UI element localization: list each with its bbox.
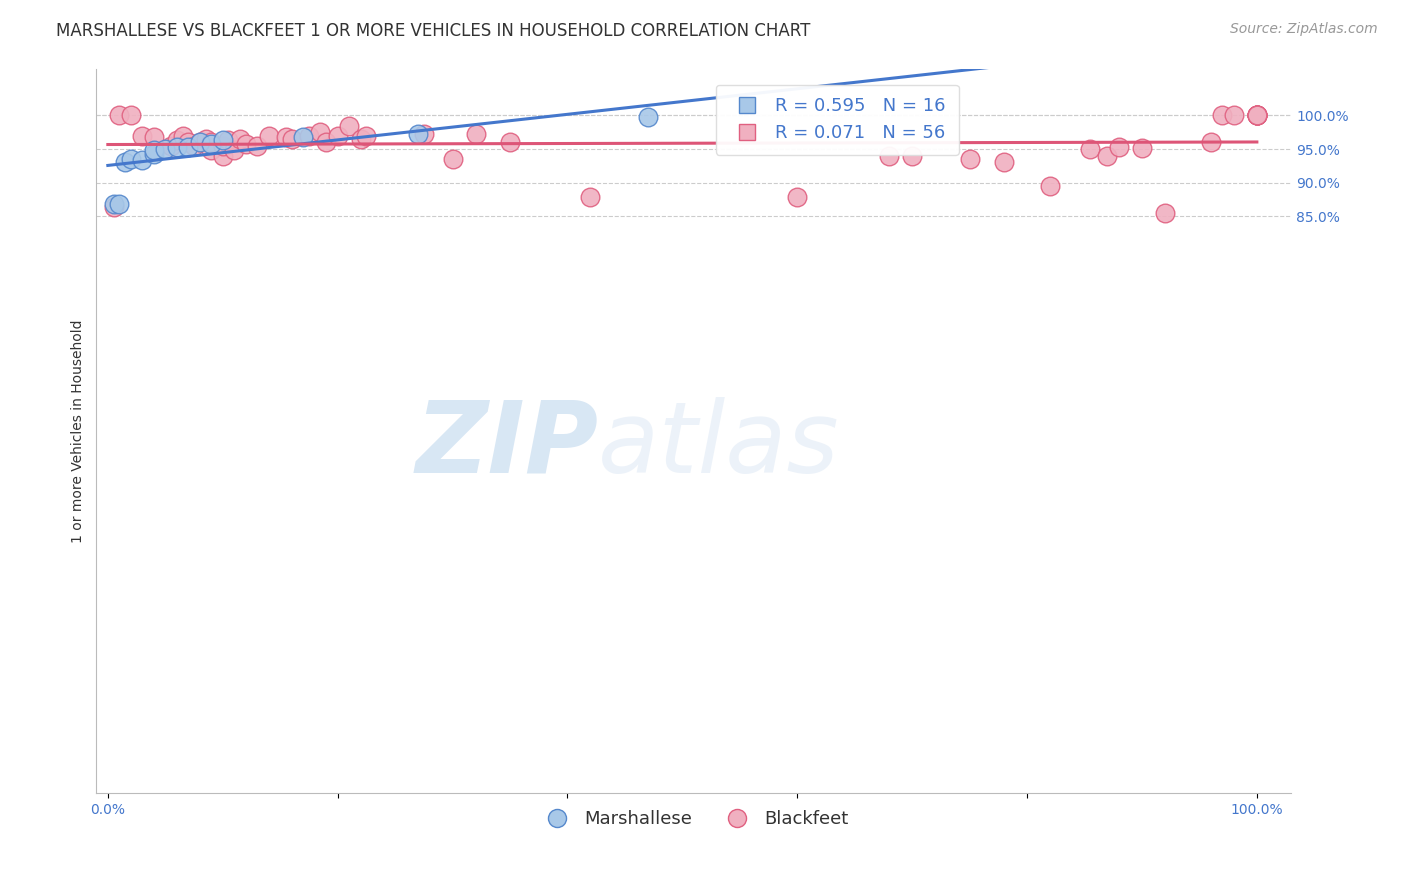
Point xyxy=(280,132,302,146)
Point xyxy=(1078,142,1101,156)
Point xyxy=(211,138,233,153)
Point xyxy=(108,197,131,211)
Point xyxy=(142,147,165,161)
Point xyxy=(637,110,659,124)
Point xyxy=(1223,108,1246,122)
Point xyxy=(211,133,233,147)
Point xyxy=(120,152,142,166)
Point xyxy=(177,136,200,150)
Point xyxy=(1199,136,1222,150)
Point xyxy=(298,128,321,143)
Point xyxy=(877,149,900,163)
Text: atlas: atlas xyxy=(598,397,839,494)
Point xyxy=(183,138,205,153)
Y-axis label: 1 or more Vehicles in Household: 1 or more Vehicles in Household xyxy=(72,319,86,542)
Point xyxy=(786,190,808,204)
Point xyxy=(114,155,136,169)
Point xyxy=(172,128,194,143)
Point xyxy=(1130,141,1153,155)
Point xyxy=(246,138,269,153)
Point xyxy=(1246,108,1268,122)
Point xyxy=(235,136,257,151)
Point xyxy=(1246,108,1268,122)
Point xyxy=(200,144,222,158)
Point xyxy=(108,108,131,122)
Point xyxy=(274,130,297,145)
Legend: Marshallese, Blackfeet: Marshallese, Blackfeet xyxy=(531,803,856,835)
Point xyxy=(200,136,222,150)
Point xyxy=(499,136,522,150)
Point xyxy=(1246,108,1268,122)
Point xyxy=(120,108,142,122)
Point xyxy=(1154,206,1177,220)
Point xyxy=(1246,108,1268,122)
Point xyxy=(337,119,360,133)
Point xyxy=(142,130,165,145)
Point xyxy=(229,132,252,146)
Point xyxy=(412,128,434,142)
Point xyxy=(292,130,315,145)
Text: ZIP: ZIP xyxy=(415,397,598,494)
Point xyxy=(993,155,1015,169)
Point xyxy=(211,149,233,163)
Text: Source: ZipAtlas.com: Source: ZipAtlas.com xyxy=(1230,22,1378,37)
Point xyxy=(1108,140,1130,154)
Point xyxy=(1246,108,1268,122)
Point xyxy=(160,138,183,153)
Point xyxy=(959,152,981,166)
Point xyxy=(406,128,429,142)
Point xyxy=(579,190,602,204)
Point xyxy=(441,152,464,166)
Point xyxy=(257,128,280,143)
Point xyxy=(166,133,188,147)
Point xyxy=(1246,108,1268,122)
Point xyxy=(103,200,125,214)
Point xyxy=(356,128,378,143)
Point xyxy=(142,144,165,158)
Point xyxy=(315,136,337,150)
Point xyxy=(155,142,177,156)
Text: MARSHALLESE VS BLACKFEET 1 OR MORE VEHICLES IN HOUSEHOLD CORRELATION CHART: MARSHALLESE VS BLACKFEET 1 OR MORE VEHIC… xyxy=(56,22,811,40)
Point xyxy=(224,144,246,158)
Point xyxy=(218,133,240,147)
Point xyxy=(166,140,188,154)
Point xyxy=(188,136,211,150)
Point xyxy=(464,128,486,142)
Point xyxy=(1211,108,1233,122)
Point xyxy=(177,140,200,154)
Point xyxy=(901,149,924,163)
Point xyxy=(131,153,153,168)
Point xyxy=(131,128,153,143)
Point xyxy=(1097,149,1119,163)
Point xyxy=(188,136,211,150)
Point xyxy=(349,132,371,146)
Point xyxy=(326,128,349,143)
Point xyxy=(200,136,222,151)
Point xyxy=(194,132,217,146)
Point xyxy=(1039,178,1062,193)
Point xyxy=(103,197,125,211)
Point xyxy=(309,125,332,139)
